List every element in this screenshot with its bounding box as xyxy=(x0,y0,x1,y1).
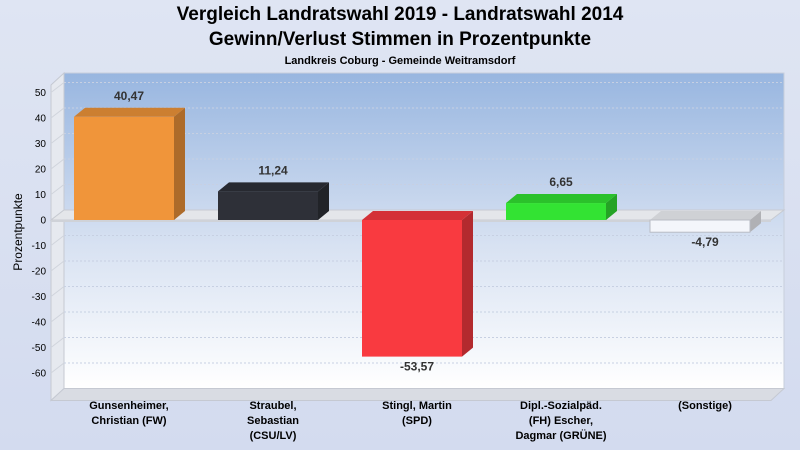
data-label: 6,65 xyxy=(549,175,573,189)
x-tick-label: Dagmar (GRÜNE) xyxy=(515,429,606,442)
gridline-side xyxy=(50,311,65,323)
bar-4[interactable] xyxy=(506,194,617,220)
x-tick-label: (FH) Escher, xyxy=(529,415,593,427)
y-tick-label: -60 xyxy=(32,369,47,380)
gridline-side xyxy=(50,184,65,195)
gridline-side xyxy=(50,260,65,272)
gridline-side xyxy=(50,133,65,144)
bar-top xyxy=(506,194,617,204)
x-tick-label: Dipl.-Sozialpäd. xyxy=(520,400,602,412)
y-tick-label: -10 xyxy=(32,241,47,252)
bar-side xyxy=(318,182,329,220)
data-label: -53,57 xyxy=(400,360,434,374)
chart-caption: Landkreis Coburg - Gemeinde Weitramsdorf xyxy=(284,55,516,67)
y-tick-label: 20 xyxy=(35,165,47,176)
y-tick-label: -30 xyxy=(32,292,47,303)
bar-front xyxy=(362,220,462,357)
y-tick-label: -50 xyxy=(32,343,47,354)
bar-top xyxy=(362,211,473,220)
y-tick-label: 0 xyxy=(40,216,46,227)
bar-front xyxy=(74,116,174,220)
gridline-side xyxy=(50,107,65,119)
y-tick-label: -20 xyxy=(32,267,47,278)
y-axis-label: Prozentpunkte xyxy=(11,193,25,271)
bar-side xyxy=(462,211,473,357)
data-label: 11,24 xyxy=(258,163,288,177)
bar-top xyxy=(650,211,761,220)
y-tick-label: 40 xyxy=(35,114,47,125)
bar-front xyxy=(218,191,318,220)
x-tick-label: (SPD) xyxy=(402,415,432,427)
bar-side xyxy=(606,194,617,220)
x-tick-label: Sebastian xyxy=(247,415,299,427)
y-tick-label: 30 xyxy=(35,139,47,150)
data-label: -4,79 xyxy=(691,235,719,249)
gridline-side xyxy=(50,286,65,297)
x-tick-label: Gunsenheimer, xyxy=(89,400,168,412)
y-tick-label: -40 xyxy=(32,318,47,329)
bar-top xyxy=(218,182,329,192)
gridline-side xyxy=(50,235,65,246)
bar-front xyxy=(506,203,606,220)
chart-title: Vergleich Landratswahl 2019 - Landratswa… xyxy=(176,4,624,25)
bar-side xyxy=(750,211,761,233)
bar-3[interactable] xyxy=(362,211,473,357)
bar-5[interactable] xyxy=(649,211,761,233)
data-label: 40,47 xyxy=(114,89,144,103)
bar-top xyxy=(74,107,185,117)
plot-floor xyxy=(49,388,786,401)
gridline-side xyxy=(50,158,65,170)
x-tick-label: Straubel, xyxy=(249,400,296,412)
y-tick-label: 50 xyxy=(35,88,47,99)
bar-front xyxy=(649,219,751,233)
bar-2[interactable] xyxy=(218,182,329,220)
x-tick-label: Stingl, Martin xyxy=(382,400,452,412)
gridline-side xyxy=(50,337,65,348)
y-tick-label: 10 xyxy=(35,190,47,201)
gridline-side xyxy=(50,82,65,93)
chart-subtitle: Gewinn/Verlust Stimmen in Prozentpunkte xyxy=(208,29,592,50)
x-tick-label: (Sonstige) xyxy=(678,400,732,412)
bar-side xyxy=(174,107,185,220)
gridline-side xyxy=(50,362,65,374)
x-tick-label: Christian (FW) xyxy=(91,415,166,427)
bar-1[interactable] xyxy=(74,107,185,220)
x-tick-label: (CSU/LV) xyxy=(250,430,297,442)
